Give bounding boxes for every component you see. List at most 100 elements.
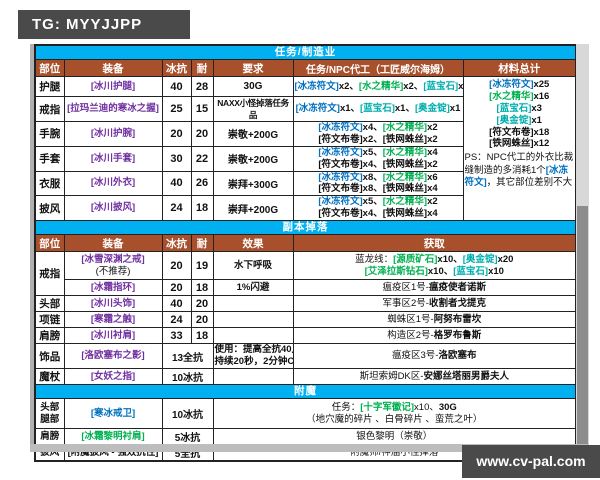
source-cell: 任务：[十字军徽记]x10、30G （地穴魔的碎片 、白骨碎片 、蛮荒之叶） bbox=[212, 398, 577, 429]
item-cell: [洛欧塞布之影] bbox=[63, 343, 163, 369]
stamina-cell: 19 bbox=[190, 251, 214, 280]
crafting-header-row: 部位 装备 冰抗 耐 要求 任务/NPC代工（工匠威尔海姆） 材料总计 bbox=[34, 59, 577, 77]
source-cell: 银色黎明（崇敬） bbox=[212, 428, 577, 445]
effect-cell: 使用：提高全抗40点 持续20秒，2分钟CD bbox=[212, 343, 294, 369]
item-cell: [冰川头饰] bbox=[63, 295, 163, 312]
resist-cell: 10冰抗 bbox=[161, 398, 214, 429]
site-watermark: www.cv-pal.com bbox=[462, 445, 600, 478]
slot-cell: 戒指 bbox=[34, 251, 65, 296]
materials-cell: [冰冻符文]x1、[蓝宝石]x1、[奥金锭]x1 bbox=[292, 96, 464, 122]
frost-cell: 20 bbox=[161, 121, 192, 147]
item-cell: [冰雪深渊之戒] (不推荐) bbox=[63, 251, 163, 280]
item-cell: [女妖之指] bbox=[63, 368, 163, 385]
col-header-slot: 部位 bbox=[34, 234, 65, 252]
frost-resist-gear-table: 任务/制造业 部位 装备 冰抗 耐 要求 任务/NPC代工（工匠威尔海姆） 材料… bbox=[34, 44, 578, 462]
requirement-cell: 崇拜+200G bbox=[212, 195, 294, 221]
col-header-material-total: 材料总计 bbox=[462, 59, 577, 77]
source-cell: 蜘蛛区1号-阿努布雷坎 bbox=[292, 311, 577, 328]
effect-cell bbox=[212, 368, 294, 385]
table-row-cloak-craft: 披风 [冰川披风] 24 18 崇拜+200G [冰冻符文]x5、[水之精华]x… bbox=[34, 195, 576, 221]
material-total-list: [冰冻符文]x25 [水之精华]x16 [蓝宝石]x3 [奥金锭]x1 [符文布卷]x1… bbox=[489, 79, 550, 150]
source-cell: 军事区2号-收割者戈提克 bbox=[292, 295, 577, 312]
table-row-wrist: 手腕 [冰川护腕] 20 20 崇敬+200G [冰冻符文]x4、[水之精华]x… bbox=[34, 121, 576, 147]
col-header-slot: 部位 bbox=[34, 59, 65, 77]
col-header-frost: 冰抗 bbox=[161, 234, 192, 252]
item-cell: [寒霜之触] bbox=[63, 311, 163, 328]
stamina-cell: 18 bbox=[190, 327, 214, 344]
table-row-ring-abyss: 戒指 [冰雪深渊之戒] (不推荐) 20 19 水下呼吸 蓝龙线：[源质矿石]x1… bbox=[34, 251, 577, 296]
item-cell: [拉玛兰迪的寒冰之握] bbox=[63, 96, 163, 122]
left-gray-strip bbox=[30, 44, 35, 447]
slot-cell: 手腕 bbox=[34, 121, 65, 147]
table-row-shoulder-drop: 肩膀 [冰川衬肩] 33 18 构造区2号-格罗布鲁斯 bbox=[34, 327, 577, 344]
dungeon-header-row: 部位 装备 冰抗 耐 效果 获取 bbox=[34, 234, 577, 252]
section-title-dungeon: 副本掉落 bbox=[34, 220, 577, 235]
slot-cell: 手套 bbox=[34, 145, 65, 172]
col-header-stamina: 耐 bbox=[190, 59, 214, 77]
material-total-note: PS：NPC代工的外衣比裁缝制造的多消耗1个[冰冻符文]，其它部位差别不大 bbox=[464, 152, 574, 188]
effect-cell bbox=[212, 295, 294, 312]
table-row-ring-craft: 戒指 [拉玛兰迪的寒冰之握] 25 15 NAXX小怪掉落任务品 [冰冻符文]x… bbox=[34, 96, 576, 122]
item-cell: [冰霜指环] bbox=[63, 279, 163, 296]
stamina-cell: 18 bbox=[190, 279, 214, 296]
stamina-cell: 28 bbox=[190, 76, 214, 97]
table-row-chest: 衣服 [冰川外衣] 40 26 崇拜+300G [冰冻符文]x8、[水之精华]x… bbox=[34, 170, 576, 197]
effect-cell bbox=[212, 327, 294, 344]
site-watermark-label: www.cv-pal.com bbox=[476, 453, 586, 469]
slot-cell: 披风 bbox=[34, 195, 65, 221]
section-title-crafting: 任务/制造业 bbox=[34, 44, 577, 60]
stamina-cell: 26 bbox=[190, 170, 214, 197]
item-cell: [冰川外衣] bbox=[63, 170, 163, 197]
item-cell: [冰霜黎明衬肩] bbox=[63, 428, 163, 445]
requirement-cell: 崇敬+200G bbox=[212, 121, 294, 147]
effect-cell: 1%闪避 bbox=[212, 279, 294, 296]
frost-cell: 20 bbox=[161, 251, 192, 280]
stamina-cell: 22 bbox=[190, 145, 214, 172]
item-cell: [冰川护腿] bbox=[63, 76, 163, 97]
frost-cell: 24 bbox=[161, 195, 192, 221]
frost-cell: 30 bbox=[161, 145, 192, 172]
vertical-scrollbar-thumb[interactable] bbox=[577, 206, 588, 446]
source-cell: 瘟疫区1号-瘟疫使者诺斯 bbox=[292, 279, 577, 296]
requirement-cell: 30G bbox=[212, 76, 294, 97]
item-cell: [冰川手套] bbox=[63, 145, 163, 172]
frost-cell: 20 bbox=[161, 279, 192, 296]
vertical-scrollbar[interactable] bbox=[576, 44, 589, 447]
col-header-frost: 冰抗 bbox=[161, 59, 192, 77]
stamina-cell: 20 bbox=[190, 311, 214, 328]
materials-cell: [冰冻符文]x2、[水之精华]x2、[蓝宝石]x2 bbox=[292, 76, 464, 97]
effect-cell: 水下呼吸 bbox=[212, 251, 294, 280]
frost-cell: 40 bbox=[161, 76, 192, 97]
resist-cell: 5冰抗 bbox=[161, 428, 214, 445]
table-row-trinket-drop: 饰品 [洛欧塞布之影] 13全抗 使用：提高全抗40点 持续20秒，2分钟CD 瘟… bbox=[34, 343, 577, 369]
material-total-cell: [冰冻符文]x25 [水之精华]x16 [蓝宝石]x3 [奥金锭]x1 [符文布卷]x1… bbox=[462, 76, 577, 221]
table-row-hands: 手套 [冰川手套] 30 22 崇敬+200G [冰冻符文]x5、[水之精华]x… bbox=[34, 145, 576, 172]
stamina-cell: 15 bbox=[190, 96, 214, 122]
col-header-stamina: 耐 bbox=[190, 234, 214, 252]
slot-cell: 饰品 bbox=[34, 343, 65, 369]
frost-cell: 40 bbox=[161, 170, 192, 197]
materials-cell: [冰冻符文]x5、[水之精华]x2 [符文布卷]x4、[铁网蛛丝]x4 bbox=[292, 195, 464, 221]
table-row-enchant-shoulder: 肩膀 [冰霜黎明衬肩] 5冰抗 银色黎明（崇敬） bbox=[34, 428, 577, 445]
col-header-item: 装备 bbox=[63, 59, 163, 77]
source-cell: 瘟疫区3号-洛欧塞布 bbox=[292, 343, 577, 369]
table-row-neck-drop: 项链 [寒霜之触] 24 20 蜘蛛区1号-阿努布雷坎 bbox=[34, 311, 577, 328]
section-bar-crafting: 任务/制造业 bbox=[34, 44, 577, 60]
slot-cell: 肩膀 bbox=[34, 428, 65, 445]
slot-cell: 护腿 bbox=[34, 76, 65, 97]
effect-cell bbox=[212, 311, 294, 328]
frost-cell: 40 bbox=[161, 295, 192, 312]
section-bar-enchant: 附魔 bbox=[34, 384, 577, 399]
slot-cell: 头部 bbox=[34, 295, 65, 312]
table-row-head-drop: 头部 [冰川头饰] 40 20 军事区2号-收割者戈提克 bbox=[34, 295, 577, 312]
source-cell: 构造区2号-格罗布鲁斯 bbox=[292, 327, 577, 344]
resist-cell: 10冰抗 bbox=[161, 368, 214, 385]
source-cell: 蓝龙线：[源质矿石]x10、[奥金锭]x20 [艾泽拉斯钻石]x10、[蓝宝石]x… bbox=[292, 251, 577, 280]
col-header-effect: 效果 bbox=[212, 234, 294, 252]
stamina-cell: 20 bbox=[190, 295, 214, 312]
col-header-requirement: 要求 bbox=[212, 59, 294, 77]
materials-cell: [冰冻符文]x5、[水之精华]x4 [符文布卷]x4、[铁网蛛丝]x2 bbox=[292, 145, 464, 172]
frost-cell: 25 bbox=[161, 96, 192, 122]
slot-cell: 魔杖 bbox=[34, 368, 65, 385]
table-row-legs: 护腿 [冰川护腿] 40 28 30G [冰冻符文]x2、[水之精华]x2、[蓝… bbox=[34, 76, 577, 221]
